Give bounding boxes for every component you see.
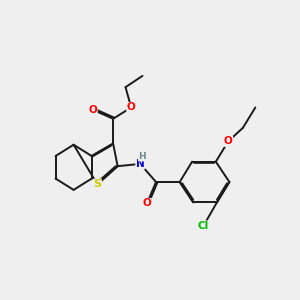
- Text: O: O: [224, 136, 233, 146]
- Text: S: S: [93, 179, 101, 189]
- Text: O: O: [142, 198, 152, 208]
- Text: N: N: [136, 159, 145, 169]
- Text: O: O: [127, 103, 136, 112]
- Text: Cl: Cl: [198, 221, 209, 231]
- Text: H: H: [138, 152, 146, 161]
- Text: O: O: [88, 105, 97, 115]
